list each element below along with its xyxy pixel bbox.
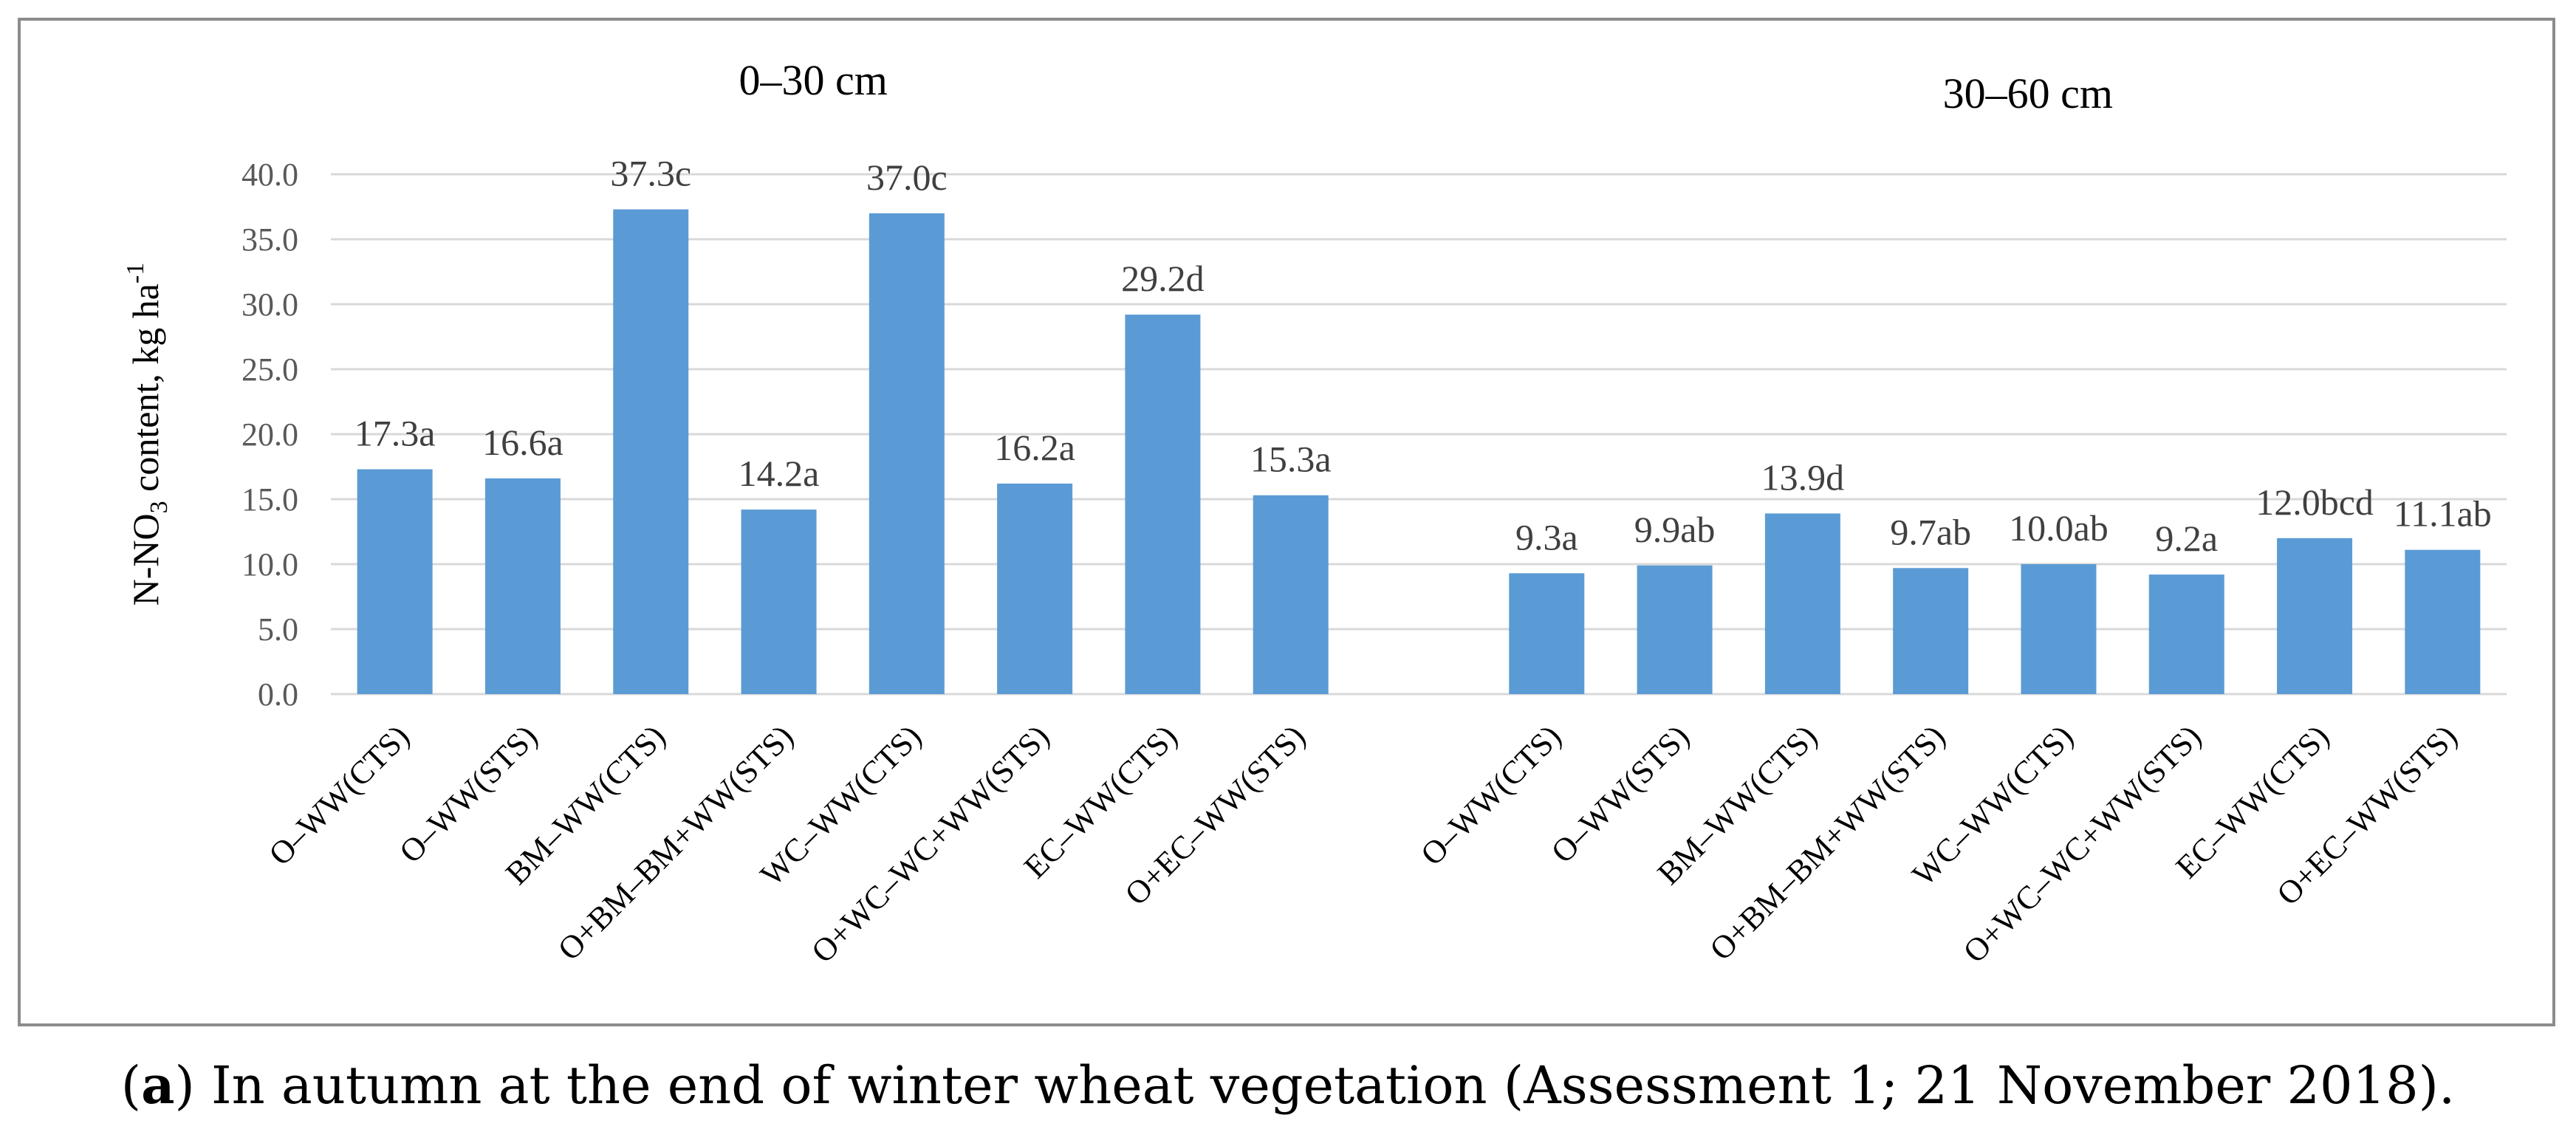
- y-tick-label: 5.0: [258, 611, 298, 648]
- data-label: 9.3a: [1515, 516, 1578, 557]
- bar: [2148, 574, 2224, 694]
- category-label: O–WW(CTS): [262, 718, 417, 872]
- caption-letter: a: [141, 1054, 175, 1116]
- bar: [357, 469, 433, 694]
- bar: [1125, 315, 1201, 695]
- y-tick-label: 25.0: [242, 351, 298, 388]
- bar: [1253, 495, 1329, 694]
- y-tick-label: 30.0: [242, 286, 298, 323]
- data-label: 37.0c: [866, 157, 948, 198]
- y-axis-ticks: 0.0 5.0 10.0 15.0 20.0 25.0 30.0 35.0 40.0: [242, 157, 298, 713]
- bars: [357, 209, 2481, 695]
- y-axis-label: N-NO3 content, kg ha-1: [122, 263, 173, 606]
- group-title: 30–60 cm: [1943, 69, 2113, 117]
- bar: [1637, 565, 1713, 694]
- data-label: 9.2a: [2155, 518, 2218, 559]
- data-label: 16.6a: [482, 422, 564, 463]
- gridlines: [331, 173, 2507, 696]
- data-label: 9.7ab: [1890, 511, 1971, 552]
- bar: [997, 483, 1073, 694]
- category-label: O+BM–BM+WW(STS): [1703, 718, 1953, 967]
- category-label: O+WC–WC+WW(STS): [804, 718, 1056, 970]
- data-label: 29.2d: [1121, 258, 1205, 299]
- bar: [1893, 568, 1969, 694]
- group-titles: 0–30 cm 30–60 cm: [739, 56, 2113, 117]
- group-title: 0–30 cm: [739, 56, 887, 104]
- bar: [1509, 573, 1585, 694]
- data-label: 13.9d: [1761, 456, 1845, 498]
- y-tick-label: 40.0: [242, 157, 298, 193]
- data-label: 16.2a: [994, 427, 1075, 468]
- category-label: O+WC–WC+WW(STS): [1956, 718, 2208, 970]
- category-label: O+BM–BM+WW(STS): [551, 718, 801, 967]
- data-labels: 17.3a 16.6a 37.3c 14.2a 37.0c 16.2a 29.2d 15.3a…: [354, 153, 2492, 560]
- data-label: 15.3a: [1250, 439, 1332, 480]
- data-label: 14.2a: [739, 453, 820, 494]
- bar: [741, 509, 817, 694]
- bar: [1764, 513, 1840, 694]
- bar: [2021, 564, 2097, 694]
- caption-open: (: [120, 1055, 142, 1116]
- bar: [869, 213, 945, 694]
- bar: [484, 478, 561, 694]
- category-label: O–WW(CTS): [1414, 718, 1568, 872]
- y-tick-label: 20.0: [242, 416, 298, 453]
- y-tick-label: 15.0: [242, 481, 298, 518]
- figure-caption: (a) In autumn at the end of winter wheat…: [0, 1041, 2576, 1130]
- y-tick-label: 10.0: [242, 546, 298, 583]
- chart-frame: 0.0 5.0 10.0 15.0 20.0 25.0 30.0 35.0 40.0 17.3a…: [18, 18, 2555, 1026]
- y-tick-label: 35.0: [242, 222, 298, 258]
- bar-chart: 0.0 5.0 10.0 15.0 20.0 25.0 30.0 35.0 40.0 17.3a…: [122, 56, 2507, 970]
- data-label: 12.0bcd: [2255, 481, 2374, 523]
- bar: [613, 209, 689, 694]
- data-label: 10.0ab: [2009, 507, 2109, 549]
- data-label: 37.3c: [610, 153, 691, 194]
- data-label: 11.1ab: [2394, 493, 2492, 535]
- bar: [2405, 549, 2481, 694]
- bar: [2277, 538, 2353, 694]
- y-tick-label: 0.0: [258, 676, 298, 713]
- data-label: 17.3a: [354, 413, 436, 454]
- caption-text: ) In autumn at the end of winter wheat v…: [174, 1055, 2456, 1116]
- data-label: 9.9ab: [1634, 509, 1716, 550]
- category-labels: O–WW(CTS)O–WW(STS)BM–WW(CTS)O+BM–BM+WW(S…: [262, 718, 2464, 970]
